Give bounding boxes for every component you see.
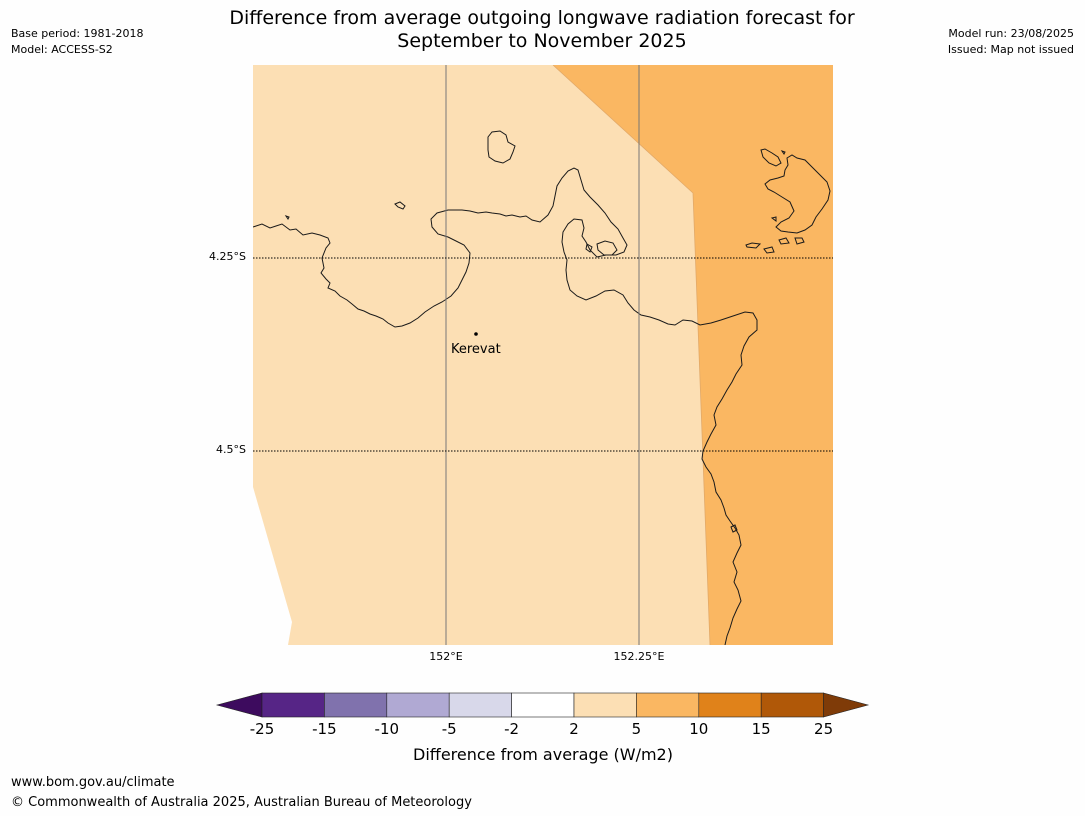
lat-label-4-25: 4.25°S: [209, 250, 246, 263]
colorbar-bin: [386, 692, 450, 718]
place-label-kerevat: Kerevat: [451, 342, 501, 357]
contour-boundary: [552, 65, 711, 645]
title-line-2: September to November 2025: [397, 30, 687, 52]
colorbar-tick: -15: [312, 720, 337, 738]
colorbar-tick: -2: [504, 720, 520, 738]
colorbar-bin: [760, 692, 824, 718]
anomaly-region-mid: [553, 65, 833, 645]
colorbar-extend-high: [823, 692, 870, 718]
colorbar-tick: 2: [569, 720, 579, 738]
lat-label-4-5: 4.5°S: [216, 443, 246, 456]
colorbar-bin: [511, 692, 575, 718]
model-name: Model: ACCESS-S2: [11, 43, 113, 56]
colorbar-tick: 15: [751, 720, 771, 738]
colorbar-tick: -25: [249, 720, 275, 738]
colorbar-tick: -5: [441, 720, 457, 738]
model-run: Model run: 23/08/2025: [948, 27, 1074, 40]
map-title: Difference from average outgoing longwav…: [192, 7, 892, 53]
colorbar-tick: -10: [374, 720, 400, 738]
colorbar-bin: [698, 692, 762, 718]
colorbar-label: Difference from average (W/m2): [413, 745, 673, 764]
anomaly-region-light: [253, 65, 710, 645]
colorbar-tick: 5: [631, 720, 642, 738]
town-marker: [474, 332, 478, 336]
footer-copyright: © Commonwealth of Australia 2025, Austra…: [11, 795, 472, 810]
colorbar-bin: [448, 692, 512, 718]
base-period: Base period: 1981-2018: [11, 27, 144, 40]
coastline: [253, 130, 831, 645]
colorbar-bin: [261, 692, 325, 718]
colorbar-tick: 25: [814, 720, 834, 738]
colorbar-tick: 10: [689, 720, 709, 738]
colorbar-bin: [324, 692, 388, 718]
issued-status: Issued: Map not issued: [947, 43, 1074, 56]
colorbar-bin: [573, 692, 637, 718]
lon-label-152-25: 152.25°E: [613, 650, 665, 663]
title-line-1: Difference from average outgoing longwav…: [229, 7, 855, 29]
footer-url: www.bom.gov.au/climate: [11, 775, 175, 790]
colorbar-bin: [636, 692, 700, 718]
lon-label-152: 152°E: [429, 650, 463, 663]
colorbar-extend-low: [215, 692, 263, 718]
